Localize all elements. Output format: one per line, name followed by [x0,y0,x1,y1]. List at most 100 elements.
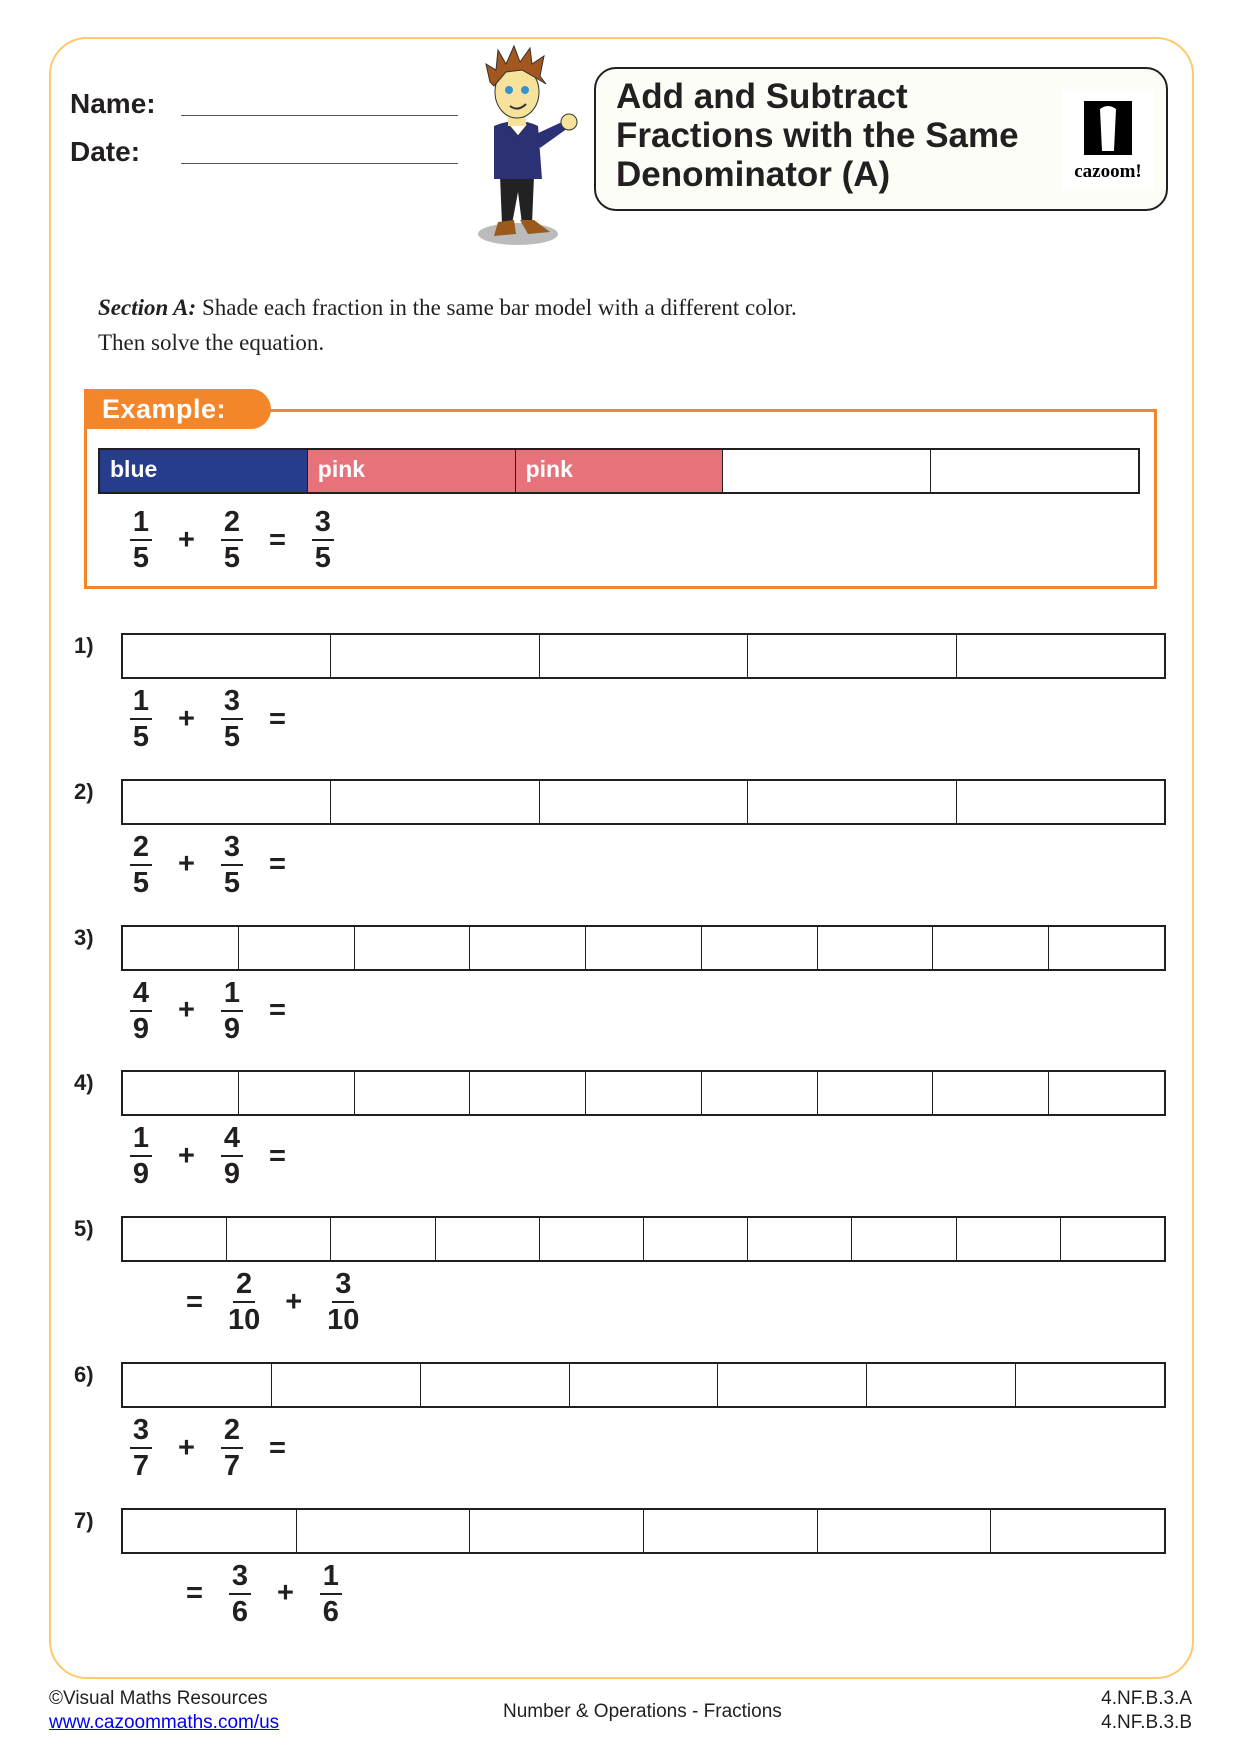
bar-cell[interactable] [331,635,540,677]
numerator: 3 [228,1559,251,1595]
bar-cell[interactable] [570,1364,719,1406]
problem-number: 3) [74,924,94,950]
bar-cell[interactable] [1049,927,1164,969]
problem-number: 5) [74,1216,94,1242]
plus-sign: + [178,702,195,735]
bar-cell[interactable] [957,781,1164,823]
problem-number: 7) [74,1507,94,1533]
bar-cell[interactable]: pink [515,450,724,492]
numerator: 1 [129,505,153,541]
bar-cell[interactable] [331,780,540,823]
equals-sign: = [268,994,286,1027]
equation: = 2 10 +3 10 [164,1262,362,1342]
equation: = 3 6 +1 6 [164,1554,346,1634]
denominator: 5 [132,866,150,899]
bar-cell[interactable] [297,1509,471,1552]
date-field[interactable] [181,163,458,164]
bar-cell[interactable] [123,780,332,823]
bar-cell[interactable]: blue [100,450,308,492]
bar-cell[interactable] [702,926,818,969]
bar-cell[interactable] [331,1218,436,1261]
bar-cell[interactable] [1049,1072,1164,1114]
bar-cell[interactable] [123,1218,228,1261]
equation: 1 9 +4 9 = [126,1116,308,1196]
bar-cell[interactable] [586,926,702,969]
denominator: 9 [132,1158,150,1191]
denominator: 5 [223,542,240,574]
bar-cell[interactable]: pink [307,450,516,492]
denominator: 5 [223,721,240,753]
copyright: ©Visual Maths Resources [49,1688,268,1709]
bar-cell[interactable] [818,926,934,969]
bar-cell[interactable] [540,780,749,823]
date-label: Date: [70,136,141,167]
website-link[interactable]: www.cazoommaths.com/us [49,1712,280,1733]
bar-cell[interactable] [957,635,1164,677]
bar-cell[interactable] [470,1509,645,1552]
instruction-text-2: Then solve the equation. [98,330,325,355]
bar-cell[interactable] [123,1509,297,1552]
bar-cell[interactable] [748,1218,853,1261]
bar-cell[interactable] [123,635,332,677]
bar-model [121,1507,1166,1554]
denominator: 5 [132,542,150,574]
bar-cell[interactable] [355,926,471,969]
bar-cell[interactable] [470,1072,587,1115]
denominator: 5 [223,866,240,899]
name-field[interactable] [181,115,458,116]
bar-cell[interactable] [1016,1364,1164,1406]
bar-cell[interactable] [436,1218,540,1261]
bar-cell[interactable] [933,1072,1050,1115]
bar-cell[interactable] [702,1072,818,1115]
bar-cell[interactable] [586,1072,702,1115]
svg-text:cazoom!: cazoom! [1074,161,1142,182]
plus-sign: + [178,994,195,1027]
bar-cell[interactable] [1061,1218,1164,1260]
bar-cell[interactable] [540,1218,645,1261]
example-equation: 1 5 +2 5 = 3 5 [126,500,338,580]
bar-model [121,633,1166,679]
bar-cell[interactable] [957,1218,1061,1261]
plus-sign: + [178,1139,195,1172]
plus-sign: + [178,523,195,556]
problem-number: 1) [74,633,94,658]
bar-cell[interactable] [239,1072,355,1115]
bar-cell[interactable] [239,926,355,969]
bar-cell[interactable] [931,450,1138,492]
bar-cell[interactable] [852,1218,957,1261]
bar-cell[interactable] [644,1509,818,1552]
bar-cell[interactable] [470,926,587,969]
bar-cell[interactable] [867,1364,1017,1406]
bar-cell[interactable] [421,1364,570,1406]
denominator: 9 [132,1012,150,1045]
bar-cell[interactable] [123,1072,239,1115]
bar-cell[interactable] [227,1218,332,1261]
numerator: 3 [311,505,334,541]
bar-cell[interactable] [991,1510,1164,1552]
worksheet-title: Add and Subtract Fractions with the Same… [616,77,1019,194]
bar-cell[interactable] [272,1364,421,1406]
bar-cell[interactable] [818,1072,934,1115]
bar-cell[interactable] [748,635,957,677]
bar-cell[interactable] [355,1072,471,1115]
bar-cell[interactable] [123,926,239,969]
numerator: 4 [220,1121,243,1158]
numerator: 4 [129,976,153,1012]
bar-cell[interactable] [933,926,1050,969]
fraction: 3 10 [324,1267,362,1337]
bar-cell[interactable] [748,780,957,823]
equals-sign: = [186,1285,203,1318]
bar-cell[interactable] [540,635,749,677]
equation: 2 5 +3 5 = [126,825,308,905]
bar-cell[interactable] [723,450,932,492]
denominator: 5 [314,542,331,574]
bar-cell[interactable] [123,1364,272,1406]
bar-cell[interactable] [818,1509,992,1552]
bar-cell[interactable] [644,1218,749,1261]
bar-cell[interactable] [718,1364,868,1406]
